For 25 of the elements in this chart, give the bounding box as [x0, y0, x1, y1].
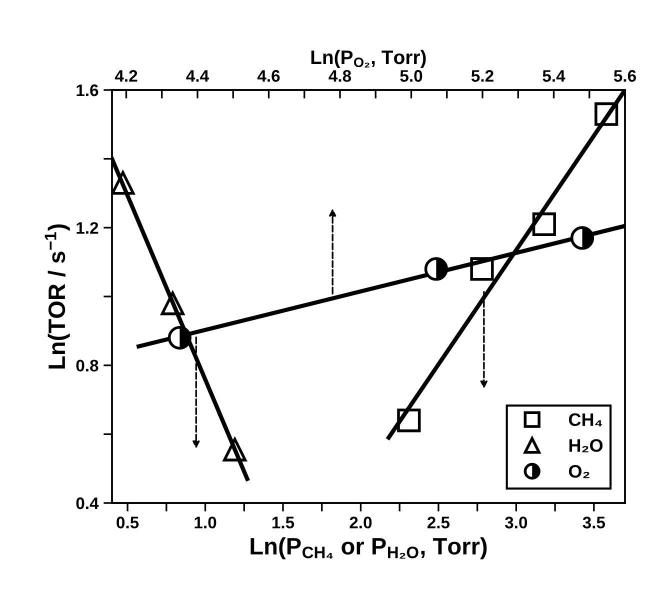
y-tick-label: 1.6 — [76, 84, 98, 96]
x-tick-label: 2.5 — [427, 516, 450, 528]
x2-tick-label: 4.6 — [257, 70, 280, 82]
x-tick-label: 1.5 — [272, 516, 294, 528]
x2-tick-label: 5.6 — [614, 70, 636, 82]
x2-axis-title: Ln(P$_{O₂}$, Torr) — [311, 50, 426, 68]
x-tick-label: 3.0 — [504, 516, 528, 528]
y-tick-label: 0.4 — [76, 497, 99, 510]
legend-label: CH₄ — [568, 413, 602, 426]
x2-tick-label: 5.2 — [471, 70, 494, 82]
x2-tick-label: 4.2 — [114, 70, 138, 82]
y-axis-title: Ln(TOR / s$^{−1}$) — [44, 224, 70, 368]
x-tick-label: 2.0 — [350, 516, 372, 528]
legend-label: O₂ — [568, 464, 590, 478]
x2-tick-label: 4.4 — [186, 70, 209, 82]
x2-tick-label: 5.4 — [542, 70, 566, 82]
x-tick-label: 1.0 — [194, 516, 216, 528]
x-tick-label: 0.5 — [116, 516, 139, 528]
x-axis-title: Ln(P$_{CH₄}$ or P$_{H₂O}$, Torr) — [250, 537, 487, 560]
x2-tick-label: 4.8 — [328, 70, 352, 82]
y-tick-label: 1.2 — [76, 222, 98, 234]
legend-label: H₂O — [569, 439, 603, 452]
x2-tick-label: 5.0 — [400, 70, 422, 82]
x-tick-label: 3.5 — [582, 516, 606, 528]
y-tick-label: 0.8 — [76, 360, 98, 372]
